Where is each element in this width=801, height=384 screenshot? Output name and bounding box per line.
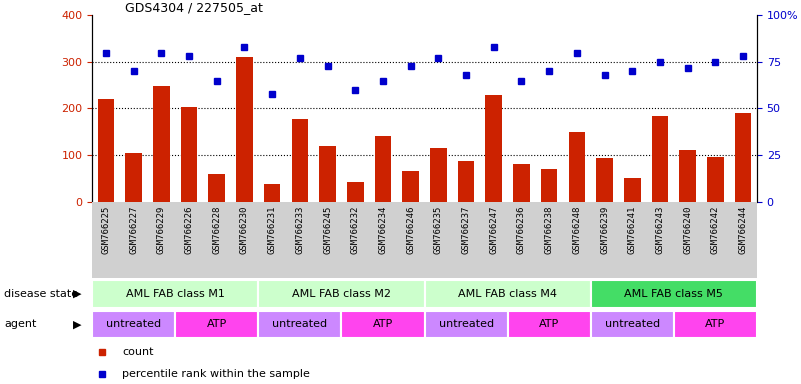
Text: percentile rank within the sample: percentile rank within the sample (122, 369, 310, 379)
Bar (320, 146, 336, 202)
Bar (181, 107, 197, 202)
Bar (590, 311, 674, 338)
Text: ▶: ▶ (74, 289, 82, 299)
Text: GSM766229: GSM766229 (157, 205, 166, 254)
Bar (513, 164, 529, 202)
Bar (590, 280, 757, 308)
Bar (292, 119, 308, 202)
Text: GSM766242: GSM766242 (711, 205, 720, 254)
Text: GDS4304 / 227505_at: GDS4304 / 227505_at (126, 1, 264, 14)
Bar (175, 311, 258, 338)
Bar (596, 158, 613, 202)
Text: AML FAB class M2: AML FAB class M2 (292, 289, 391, 299)
Text: ▶: ▶ (74, 319, 82, 329)
Text: GSM766228: GSM766228 (212, 205, 221, 254)
Bar (92, 311, 175, 338)
Text: GSM766244: GSM766244 (739, 205, 747, 254)
Bar (674, 311, 757, 338)
Bar (679, 151, 696, 202)
Text: untreated: untreated (106, 319, 161, 329)
Text: GSM766225: GSM766225 (102, 205, 111, 254)
Bar (735, 113, 751, 202)
Bar (98, 99, 115, 202)
Bar (258, 280, 425, 308)
Text: GSM766236: GSM766236 (517, 205, 526, 254)
Text: GSM766243: GSM766243 (655, 205, 665, 254)
Bar (425, 280, 590, 308)
Bar (236, 57, 253, 202)
Text: GSM766239: GSM766239 (600, 205, 609, 254)
Text: GSM766247: GSM766247 (489, 205, 498, 254)
Bar (402, 171, 419, 202)
Text: count: count (122, 347, 154, 357)
Bar (485, 96, 502, 202)
Text: ATP: ATP (207, 319, 227, 329)
Bar (375, 136, 391, 202)
Text: ATP: ATP (372, 319, 393, 329)
Text: GSM766245: GSM766245 (323, 205, 332, 254)
Bar (652, 116, 668, 202)
Text: untreated: untreated (605, 319, 660, 329)
Text: GSM766231: GSM766231 (268, 205, 276, 254)
Bar (569, 132, 586, 202)
Text: GSM766235: GSM766235 (434, 205, 443, 254)
Bar (425, 311, 508, 338)
Text: disease state: disease state (4, 289, 78, 299)
Text: ATP: ATP (705, 319, 726, 329)
Text: GSM766246: GSM766246 (406, 205, 415, 254)
Text: ATP: ATP (539, 319, 559, 329)
Text: GSM766241: GSM766241 (628, 205, 637, 254)
Bar (457, 161, 474, 202)
Bar (347, 182, 364, 202)
Bar (125, 153, 142, 202)
Text: GSM766240: GSM766240 (683, 205, 692, 254)
Text: GSM766234: GSM766234 (379, 205, 388, 254)
Text: AML FAB class M5: AML FAB class M5 (625, 289, 723, 299)
Text: GSM766233: GSM766233 (296, 205, 304, 254)
Text: untreated: untreated (272, 319, 328, 329)
Bar (92, 280, 258, 308)
Bar (508, 311, 590, 338)
Bar (208, 174, 225, 202)
Text: GSM766232: GSM766232 (351, 205, 360, 254)
Bar (264, 184, 280, 202)
Bar (430, 148, 447, 202)
Bar (258, 311, 341, 338)
Text: AML FAB class M4: AML FAB class M4 (458, 289, 557, 299)
Text: GSM766230: GSM766230 (240, 205, 249, 254)
Bar (707, 157, 724, 202)
Text: GSM766238: GSM766238 (545, 205, 553, 254)
Bar (153, 86, 170, 202)
Text: AML FAB class M1: AML FAB class M1 (126, 289, 224, 299)
Text: GSM766237: GSM766237 (461, 205, 470, 254)
Text: GSM766226: GSM766226 (184, 205, 194, 254)
Text: GSM766248: GSM766248 (573, 205, 582, 254)
Bar (341, 311, 425, 338)
Text: untreated: untreated (438, 319, 493, 329)
Bar (541, 169, 557, 202)
Text: GSM766227: GSM766227 (129, 205, 138, 254)
Text: agent: agent (4, 319, 36, 329)
Bar (624, 178, 641, 202)
